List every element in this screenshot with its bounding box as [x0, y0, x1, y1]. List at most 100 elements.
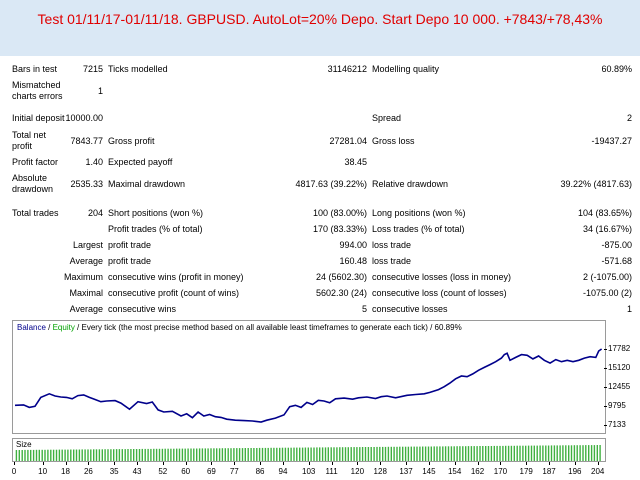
size-bar: [124, 449, 126, 461]
size-bar: [84, 449, 86, 461]
size-bar: [32, 449, 35, 461]
size-bar: [582, 445, 584, 461]
x-tick-label: 145: [422, 467, 436, 476]
largest-loss-label: loss trade: [372, 240, 412, 250]
bars-in-test-label: Bars in test: [12, 64, 58, 74]
size-bar: [52, 449, 55, 461]
ticks-modelled-label: Ticks modelled: [108, 64, 168, 74]
size-bar: [450, 446, 453, 461]
max-cons-wins-label: consecutive wins (profit in money): [108, 272, 244, 282]
size-bar: [210, 448, 212, 461]
size-bar: [258, 447, 261, 461]
size-bar: [550, 445, 553, 461]
size-bar: [499, 445, 501, 461]
size-bar: [267, 447, 269, 461]
average-profit-label: profit trade: [108, 256, 152, 266]
x-tick-label: 35: [109, 467, 119, 476]
size-bar: [207, 448, 209, 461]
x-tick-mark: [500, 462, 502, 465]
long-positions-label: Long positions (won %): [372, 208, 466, 218]
size-bar: [198, 448, 201, 461]
avg-cons-wins-label: consecutive wins: [108, 304, 177, 314]
size-bar: [327, 447, 329, 461]
size-bar: [115, 449, 118, 461]
size-bar: [299, 447, 301, 461]
size-bar: [493, 445, 495, 461]
size-bar: [81, 449, 83, 461]
size-bar: [244, 448, 246, 461]
legend-separator: /: [45, 323, 53, 332]
x-tick-label: 170: [493, 467, 508, 476]
size-bar: [30, 449, 32, 461]
bars-in-test-value: 7215: [82, 64, 103, 74]
size-bar: [379, 446, 381, 461]
maximal-cons-profit-label: consecutive profit (count of wins): [108, 288, 240, 298]
size-bar: [384, 446, 387, 461]
x-tick-label: 18: [61, 467, 70, 476]
x-tick-mark: [477, 462, 479, 465]
short-positions-value: 100 (83.00%): [312, 208, 367, 218]
size-bar: [519, 445, 521, 461]
size-bar: [230, 448, 232, 461]
size-bar: [184, 448, 186, 461]
x-tick-label: 137: [399, 467, 413, 476]
size-bar: [301, 447, 304, 461]
x-tick-mark: [380, 462, 382, 465]
size-bar: [487, 446, 490, 461]
size-bar: [227, 448, 229, 461]
size-bar: [330, 447, 332, 461]
size-bar: [473, 446, 475, 461]
size-bar: [344, 447, 347, 461]
size-bar: [110, 449, 112, 461]
largest-profit-label: profit trade: [108, 240, 152, 250]
size-bar: [173, 448, 175, 461]
chart-legend: Balance / Equity / Every tick (the most …: [17, 323, 462, 332]
max-cons-losses-value: 2 (-1075.00): [582, 272, 632, 282]
size-bar: [559, 445, 561, 461]
size-bar: [367, 447, 370, 461]
size-bar: [402, 446, 404, 461]
size-bar: [399, 446, 401, 461]
short-positions-label: Short positions (won %): [108, 208, 204, 218]
size-bar: [404, 446, 407, 461]
size-bar: [261, 447, 264, 461]
size-bar: [536, 445, 538, 461]
size-bar: [107, 449, 109, 461]
size-bar: [147, 448, 149, 461]
balance-line: [14, 348, 603, 423]
x-tick-mark: [428, 462, 430, 465]
size-bar: [93, 449, 95, 461]
size-bar: [316, 447, 318, 461]
size-bar: [387, 446, 390, 461]
size-bar: [170, 448, 172, 461]
size-bar: [250, 448, 252, 461]
expected-payoff-label: Expected payoff: [108, 157, 173, 167]
size-bar: [447, 446, 450, 461]
size-bar: [141, 448, 143, 461]
size-bar: [496, 445, 498, 461]
size-bar: [547, 445, 550, 461]
avg-cons-losses-value: 1: [626, 304, 632, 314]
size-bar: [439, 446, 441, 461]
size-bar: [307, 447, 309, 461]
size-bar: [90, 449, 92, 461]
legend-equity: Equity: [52, 323, 75, 332]
size-bar: [224, 448, 226, 461]
size-bar: [416, 446, 418, 461]
y-tick-mark: [604, 349, 607, 350]
x-tick-label: 128: [373, 467, 387, 476]
y-tick-label: 15120: [608, 362, 631, 372]
size-bar: [459, 446, 461, 461]
size-bar: [424, 446, 427, 461]
y-tick-label: 7133: [608, 420, 626, 429]
size-bar: [130, 449, 132, 461]
size-bar: [73, 449, 75, 461]
size-bar: [216, 448, 218, 461]
size-bar: [67, 449, 69, 461]
x-tick-mark: [331, 462, 333, 465]
x-tick-label: 43: [132, 467, 142, 476]
size-bar: [462, 446, 464, 461]
size-bar: [596, 445, 598, 461]
size-bar: [585, 445, 587, 461]
size-bar: [579, 445, 581, 461]
